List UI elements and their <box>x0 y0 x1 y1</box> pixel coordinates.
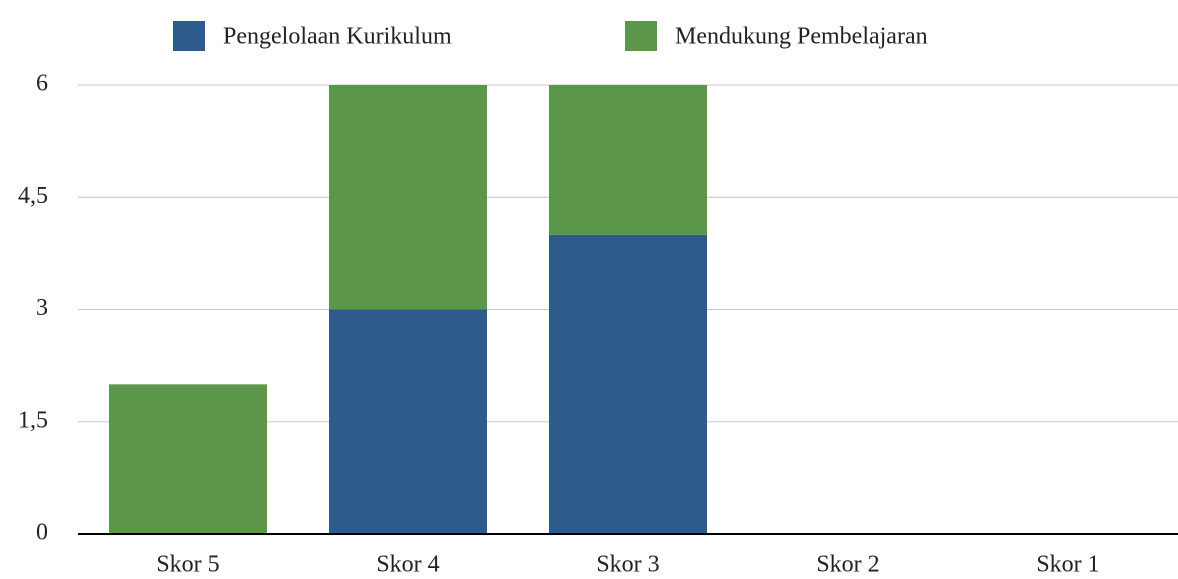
bar-segment <box>329 85 487 310</box>
y-tick-label: 4,5 <box>18 183 48 209</box>
x-tick-label: Skor 2 <box>816 552 879 578</box>
bar-segment <box>549 234 707 534</box>
x-tick-label: Skor 5 <box>156 552 219 578</box>
y-tick-label: 3 <box>36 295 48 321</box>
legend-swatch <box>173 21 205 51</box>
bar-segment <box>549 85 707 235</box>
legend-label: Mendukung Pembelajaran <box>675 24 928 50</box>
legend-label: Pengelolaan Kurikulum <box>223 24 452 50</box>
bar-segment <box>329 309 487 534</box>
y-tick-label: 6 <box>36 71 48 97</box>
y-tick-label: 0 <box>36 520 48 546</box>
bar-segment <box>109 384 267 534</box>
legend-swatch <box>625 21 657 51</box>
y-tick-label: 1,5 <box>18 407 48 433</box>
x-tick-label: Skor 4 <box>376 552 439 578</box>
x-tick-label: Skor 3 <box>596 552 659 578</box>
x-tick-label: Skor 1 <box>1036 552 1099 578</box>
